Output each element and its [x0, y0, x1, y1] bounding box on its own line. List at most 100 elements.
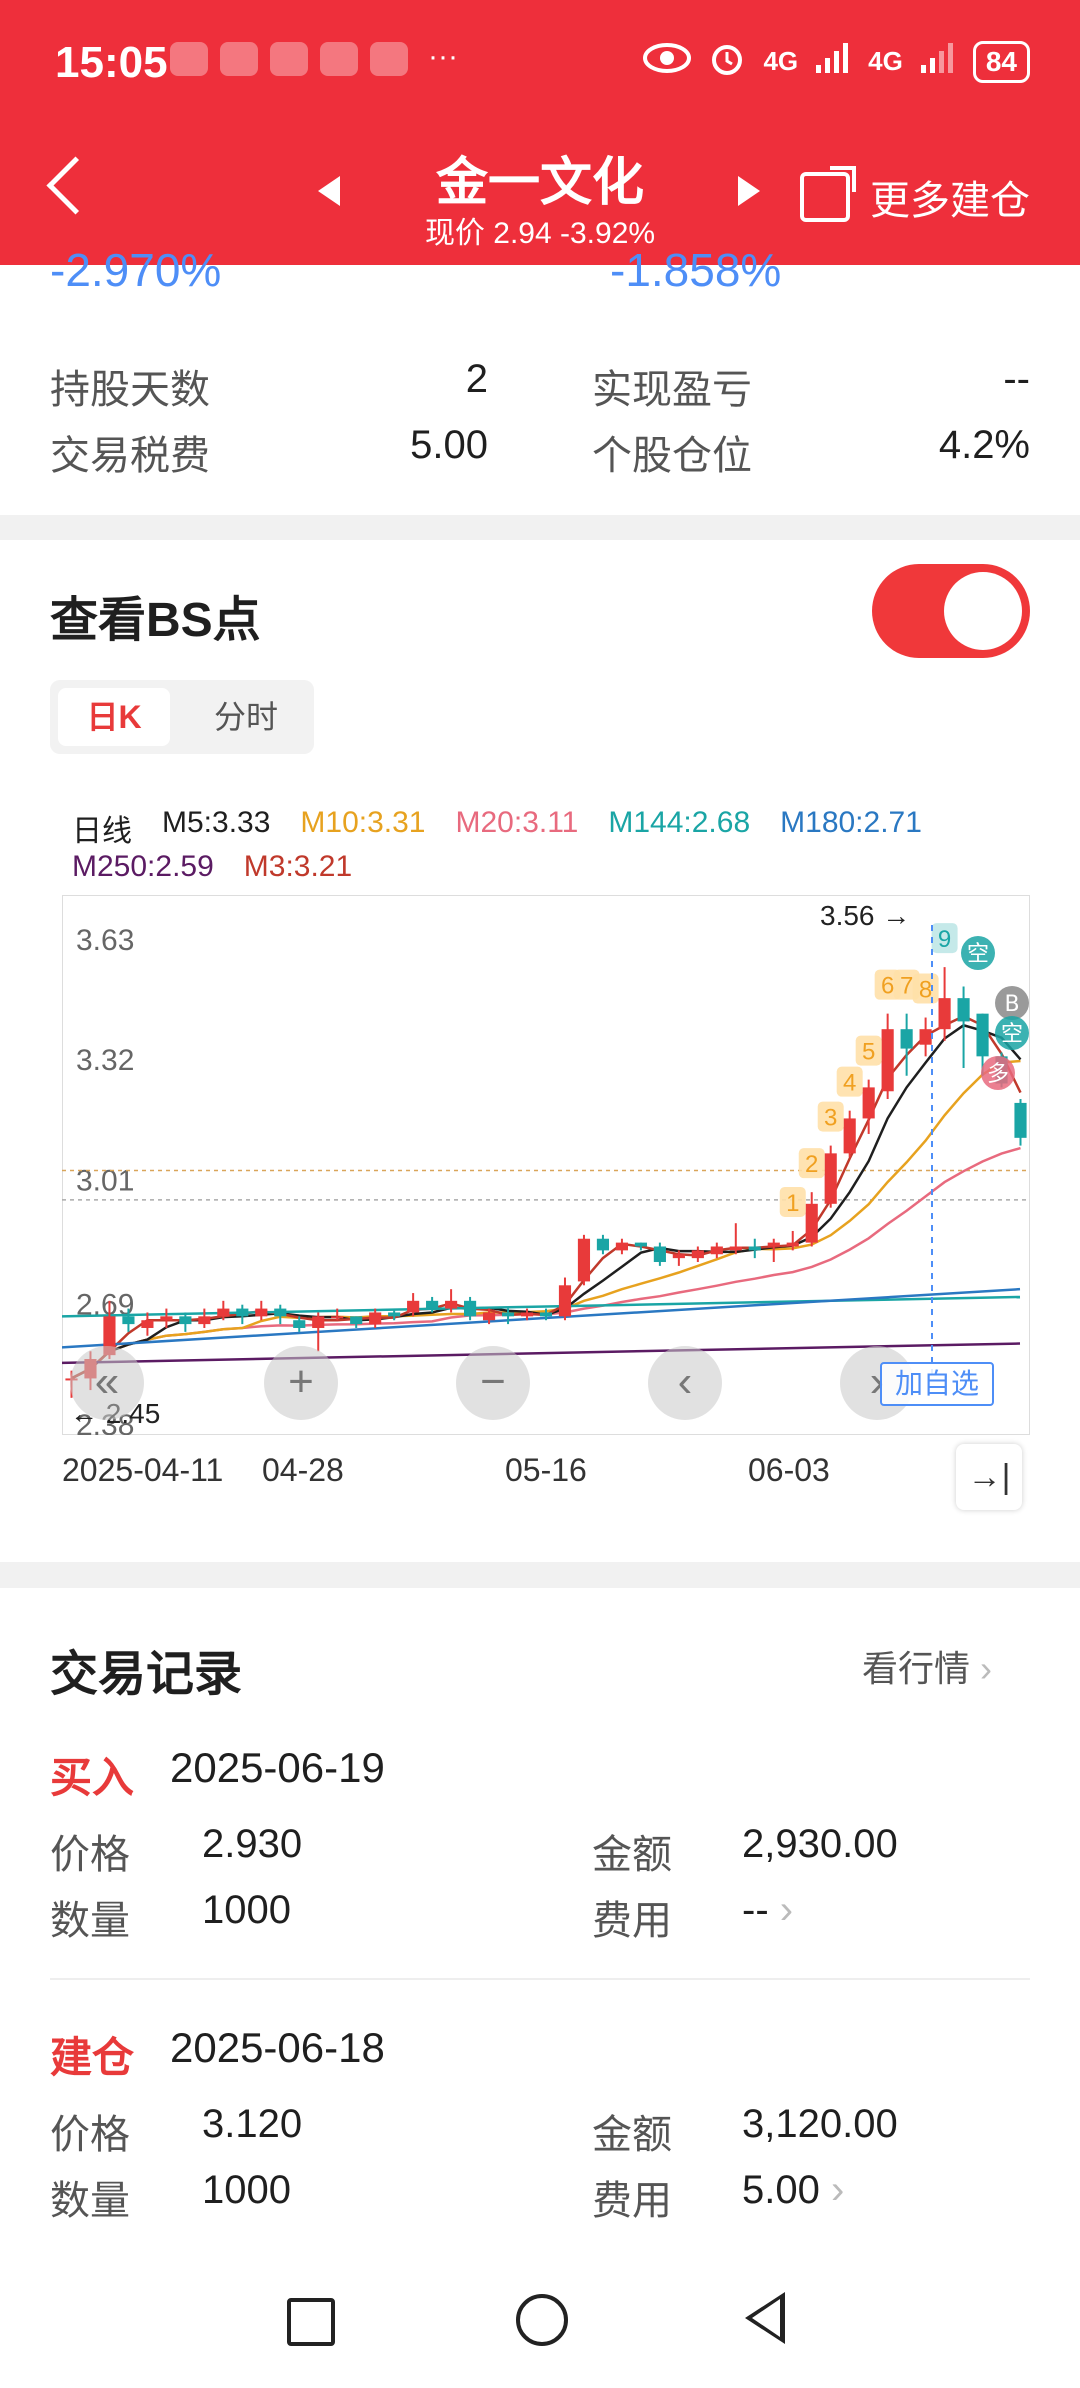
candle-body — [331, 1316, 344, 1319]
ma-legend-row2: M250:2.59 M3:3.21 — [72, 850, 352, 884]
view-quote-link[interactable]: 看行情 › — [862, 1640, 992, 1692]
divider — [50, 1978, 1030, 1980]
app-notification-icon — [370, 42, 408, 76]
bs-badge — [995, 986, 1029, 1020]
fee-label: 费用 — [592, 2179, 672, 2223]
eye-icon — [643, 43, 692, 80]
chart-frame — [62, 895, 1030, 1435]
candle-body — [274, 1308, 287, 1317]
candle-body — [198, 1316, 211, 1325]
nine-turn-badge — [912, 973, 939, 1004]
candle-body — [293, 1320, 306, 1328]
candle-body — [312, 1316, 325, 1328]
candle-body — [179, 1316, 192, 1325]
chart-period-tabs: 日K 分时 — [50, 680, 314, 754]
candle-body — [881, 1029, 894, 1092]
tab-intraday[interactable]: 分时 — [213, 699, 278, 735]
candle-body — [407, 1300, 420, 1313]
scroll-right-button[interactable]: › — [840, 1346, 914, 1420]
records-title: 交易记录 — [50, 1648, 243, 1701]
prev-stock-button[interactable] — [318, 176, 340, 206]
bs-section-title: 查看BS点 — [50, 594, 261, 647]
header-bar: 15:05 ··· 4G 4G 84 金一文化 现价 2.94 -3.92% 更… — [0, 0, 1080, 265]
holding-days-label: 持股天数 — [50, 368, 210, 412]
candle-body — [843, 1118, 856, 1154]
bs-badge — [961, 936, 995, 970]
amount-value: 3,120.00 — [742, 2102, 898, 2146]
scroll-left-button[interactable]: ‹ — [648, 1346, 722, 1420]
status-time: 15:05 — [55, 38, 168, 87]
holding-days-value: 2 — [465, 357, 488, 401]
add-watchlist-button[interactable]: 加自选 — [880, 1362, 994, 1406]
nine-turn-badge — [817, 1101, 844, 1132]
nine-turn-badge — [855, 1035, 882, 1066]
candle-body — [957, 998, 970, 1022]
nine-turn-badge — [836, 1066, 863, 1097]
nine-turn-label: 2 — [805, 1151, 818, 1178]
fee-link[interactable]: 5.00 › — [742, 2168, 844, 2213]
nine-turn-label: 9 — [938, 926, 951, 953]
candle-body — [748, 1246, 761, 1251]
candle-body — [805, 1203, 818, 1243]
nav-back-icon[interactable] — [745, 2292, 785, 2344]
toggle-knob — [944, 572, 1022, 650]
nine-turn-label: 7 — [900, 973, 913, 1000]
ma144-legend: M144:2.68 — [608, 806, 751, 839]
tab-daily-k[interactable]: 日K — [58, 688, 170, 746]
signal-icon — [816, 43, 850, 80]
ma3-legend: M3:3.21 — [243, 850, 353, 883]
candle-body — [369, 1312, 382, 1325]
chevron-right-icon: › — [768, 1888, 794, 1932]
next-stock-button[interactable] — [738, 176, 760, 206]
nine-turn-label: 6 — [881, 973, 894, 1000]
app-notification-icon — [270, 42, 308, 76]
candle-body — [976, 1013, 989, 1057]
candle-body — [862, 1087, 875, 1119]
record-date: 2025-06-18 — [170, 2024, 385, 2071]
return-left: -2.970% — [50, 244, 222, 296]
x-label-2: 05-16 — [505, 1452, 587, 1488]
candle-body — [786, 1242, 799, 1247]
more-notifications-icon: ··· — [428, 40, 458, 73]
fee-value: 5.00 — [742, 2168, 820, 2212]
nine-turn-badge — [931, 923, 958, 954]
nine-turn-label: 3 — [824, 1105, 837, 1132]
price-value: 3.120 — [202, 2102, 303, 2146]
recent-apps-icon[interactable] — [287, 2298, 335, 2346]
system-nav-bar — [0, 2270, 1080, 2388]
home-icon[interactable] — [516, 2294, 568, 2346]
summary-card: -2.970% -1.858% 持股天数 2 实现盈亏 -- 交易税费 5.00… — [0, 244, 1080, 515]
qty-value: 1000 — [202, 1888, 291, 1932]
candle-body — [426, 1300, 439, 1309]
x-label-3: 06-03 — [748, 1452, 830, 1488]
ma-legend-row1: 日线 M5:3.33 M10:3.31 M20:3.11 M144:2.68 M… — [72, 806, 922, 850]
more-positions-button[interactable]: 更多建仓 — [800, 166, 1030, 226]
candle-body — [141, 1320, 154, 1328]
zoom-in-button[interactable]: + — [264, 1346, 338, 1420]
qty-label: 数量 — [50, 1899, 130, 1943]
y-tick-label: 3.63 — [76, 924, 134, 957]
stock-title: 金一文化 — [435, 154, 644, 212]
candle-body — [558, 1285, 572, 1317]
zoom-out-button[interactable]: − — [456, 1346, 530, 1420]
fee-link[interactable]: -- › — [742, 1888, 793, 1933]
amount-label: 金额 — [592, 1833, 672, 1877]
bs-toggle[interactable] — [872, 564, 1030, 658]
candle-body — [634, 1242, 647, 1247]
candle-body — [350, 1316, 363, 1325]
goto-latest-button[interactable]: →| — [956, 1444, 1022, 1510]
scroll-left-fast-button[interactable]: « — [70, 1346, 144, 1420]
bs-badge-label: 空 — [967, 942, 989, 967]
candle-body — [255, 1308, 268, 1317]
candle-body — [691, 1250, 704, 1259]
battery-icon: 84 — [972, 40, 1030, 83]
records-card — [0, 1588, 1080, 2270]
app-notification-icon — [170, 42, 208, 76]
candle-body — [672, 1254, 685, 1259]
nine-turn-badge — [798, 1148, 825, 1179]
app-notification-icon — [220, 42, 258, 76]
candle-body — [236, 1308, 249, 1317]
signal-icon — [920, 43, 955, 80]
qty-value: 1000 — [202, 2168, 291, 2212]
